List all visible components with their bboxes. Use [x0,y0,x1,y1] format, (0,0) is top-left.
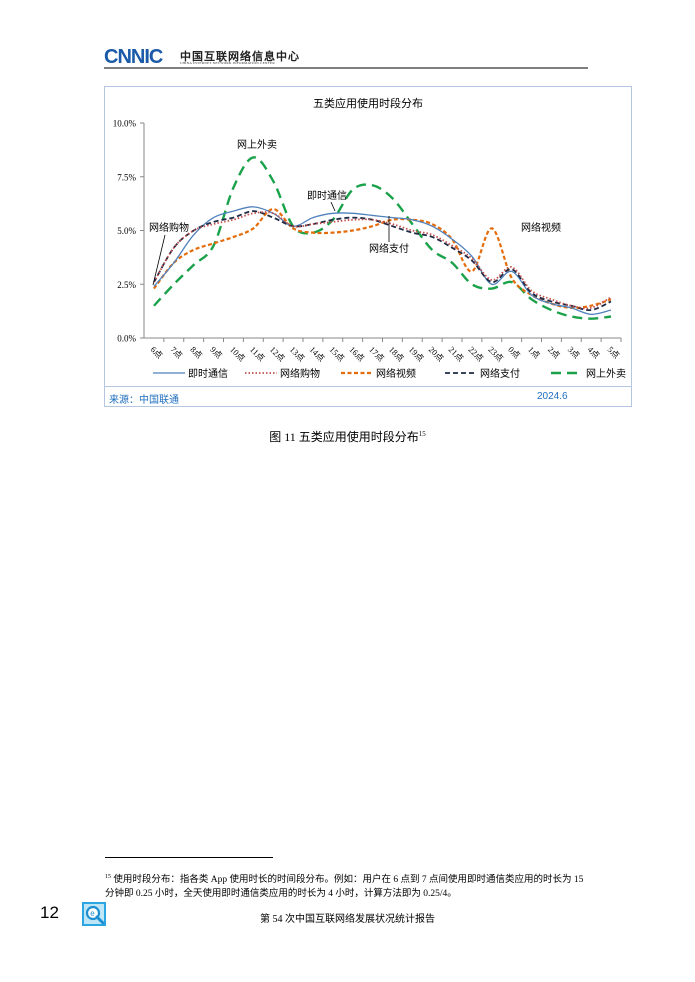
chart-title: 五类应用使用时段分布 [313,96,423,110]
y-tick-label: 5.0% [117,226,136,236]
source-label: 来源：中国联通 [109,395,179,406]
x-tick-label: 18点 [387,344,406,363]
x-tick-label: 6点 [149,344,165,360]
source-date: 2024.6 [537,391,568,402]
series-line-0 [153,206,612,316]
y-tick-label: 7.5% [117,172,136,182]
series-line-3 [153,210,612,312]
x-tick-label: 9点 [208,344,224,360]
x-tick-label: 11点 [248,344,267,363]
legend-label: 网络购物 [280,367,320,380]
y-tick-label: 10.0% [113,119,137,129]
x-tick-label: 10点 [228,344,247,363]
legend-label: 即时通信 [188,368,228,380]
x-tick-label: 19点 [407,344,426,363]
legend-label: 网络视频 [376,367,416,380]
x-tick-label: 16点 [347,344,366,363]
magnifier-logo-icon: e [82,902,106,926]
x-tick-label: 23点 [486,344,505,363]
x-tick-label: 2点 [546,344,562,360]
annotation-label: 网上外卖 [237,139,277,151]
y-tick-label: 2.5% [117,280,136,290]
x-tick-label: 8点 [188,344,204,360]
org-name-en: CHINA INTERNET NETWORK INFORMATION CENTE… [180,61,275,65]
chart-container: 五类应用使用时段分布 0.0% 2.5% 5.0% 7.5% 10.0% 6点 7点 8点 9点 1… [104,86,632,407]
x-tick-label: 20点 [427,344,446,363]
x-tick-label: 5点 [606,344,622,360]
annotation-label: 即时通信 [307,190,347,202]
x-tick-label: 17点 [367,344,386,363]
x-tick-label: 7点 [168,344,184,360]
x-tick-label: 15点 [327,344,346,363]
figure-caption: 图 11 五类应用使用时段分布15 [0,428,695,445]
cnnic-logo: CNNIC [104,46,163,68]
x-tick-label: 12点 [268,344,287,363]
svg-text:e: e [90,909,95,918]
annotation-label: 网络支付 [369,242,409,255]
footnote-text: 使用时段分布：指各类 App 使用时长的时间段分布。例如：用户在 6 点到 7 … [105,875,584,900]
footnote-divider [105,857,273,858]
x-tick-label: 4点 [586,344,602,360]
footnote: 15 使用时段分布：指各类 App 使用时长的时间段分布。例如：用户在 6 点到… [105,870,595,901]
org-name-cn: 中国互联网络信息中心 [180,51,300,63]
annotation-label: 网络视频 [521,221,561,234]
x-tick-label: 13点 [288,344,307,363]
footnote-ref[interactable]: 15 [418,430,426,438]
page-number: 12 [40,903,59,922]
annotation-label: 网络购物 [149,221,189,234]
legend-label: 网络支付 [480,367,520,380]
caption-text: 图 11 五类应用使用时段分布 [269,430,419,444]
chart-source-bar: 来源：中国联通 2024.6 [105,386,631,407]
x-tick-label: 1点 [526,344,542,360]
report-header: CNNIC 中国互联网络信息中心 CHINA INTERNET NETWORK … [104,47,588,69]
report-title: 第 54 次中国互联网络发展状况统计报告 [260,914,435,925]
series-line-4 [153,156,612,320]
x-tick-label: 21点 [447,344,466,363]
footnote-number: 15 [105,874,111,880]
x-tick-label: 14点 [308,344,327,363]
x-tick-label: 3点 [566,344,582,360]
y-tick-label: 0.0% [117,334,136,344]
series-line-2 [153,207,612,310]
x-tick-label: 0点 [506,344,522,360]
header-divider [104,67,588,69]
x-tick-label: 22点 [466,344,485,363]
legend-label: 网上外卖 [586,368,626,380]
series-line-1 [153,211,612,310]
